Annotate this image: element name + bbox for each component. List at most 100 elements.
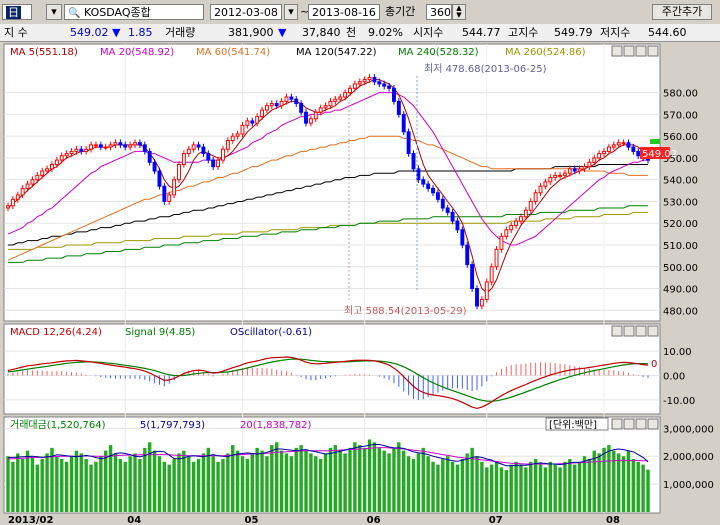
volume-bar [597,453,601,512]
candle-body [93,144,98,147]
price-panel-down-icon[interactable] [647,45,659,57]
candle-body [514,220,519,226]
period-dropdown-button[interactable]: ▾ [46,4,62,20]
candle-body [133,142,137,146]
price-panel-maximize-icon[interactable] [623,45,635,57]
annotation-high: 최저 478.68(2013-06-25) [424,63,547,75]
candle-body [435,192,440,200]
volume-bar [45,453,49,512]
volume-bar [636,461,640,512]
candle-body [240,124,245,135]
candle-body [606,146,611,152]
price-panel [3,43,661,322]
volume-bar [358,445,362,512]
volume-bar [260,450,264,512]
candle-body [499,235,504,250]
volume-bar [143,447,147,512]
volume-bar [328,447,333,512]
volume-bar [250,453,254,512]
volume-bar [123,461,127,512]
volume-bar [113,453,118,512]
legend-volume-ma5: 5(1,797,793) [140,420,205,431]
volume-bar [55,456,59,512]
volume-bar [445,456,450,512]
legend-oscillator: OScillator(-0.61) [230,327,312,338]
low-value: 544.60 [648,26,687,39]
candle-body [25,183,30,189]
change-value: 1.85 [128,26,153,39]
candle-body [98,144,103,148]
volume-bar [196,459,201,512]
candle-body [255,116,260,124]
volume-bar [441,459,445,512]
quote-row: 지 수 549.02 ▼ 1.85 거래량 381,900 ▼ 37,840 천… [0,24,720,42]
volume-bar [587,459,592,512]
candle-body [167,194,172,202]
volume-bar [470,447,474,512]
candle-body [74,148,79,152]
candle-body [465,244,470,266]
price-panel-up-icon[interactable] [635,45,647,57]
volume-tick-label: 2,000,000 [663,452,714,463]
volume-panel-up-icon[interactable] [635,418,647,430]
candle-body [538,185,543,194]
candle-body [128,144,133,148]
volume-bar [514,461,518,512]
candle-body [89,144,94,150]
volume-bar [538,464,543,512]
volume-legend: 거래대금(1,520,764) 5(1,797,793) 20(1,838,78… [10,419,312,431]
end-date-field[interactable]: 2013-08-16 [308,4,380,20]
candle-body [289,96,294,100]
change-down-icon: ▼ [112,26,121,39]
price-ma240-line [8,205,648,263]
volume-panel-down-icon[interactable] [647,418,659,430]
volume-bar [279,450,284,512]
start-date-field[interactable]: 2012-03-08 [210,4,282,20]
candle-body [616,142,621,146]
candle-body [186,148,191,155]
period-selector[interactable]: 日 [2,4,32,20]
candle-body [484,281,489,300]
count-field[interactable]: 360 [426,4,452,20]
macd-panel-down-icon[interactable] [647,325,659,337]
macd-panel-up-icon[interactable] [635,325,647,337]
last-price-tag [640,147,670,159]
start-date-dropdown[interactable]: ▾ [284,4,298,20]
candle-body [328,100,333,107]
volume-panel-close-icon[interactable] [611,418,623,430]
volume-bar [602,447,606,512]
symbol-search-input[interactable]: 🔍 KOSDAQ종합 [64,4,204,20]
candle-body [460,229,465,246]
count-stepper[interactable]: ▲ ▼ [452,4,466,20]
price-panel-close-icon[interactable] [611,45,623,57]
candle-body [177,163,181,181]
candle-body [455,220,460,231]
volume-bar [157,456,162,512]
volume-bar [411,459,416,512]
candle-body [250,120,255,124]
volume-bar [621,456,626,512]
volume-bar [382,450,386,512]
volume-bar [255,447,259,512]
legend-ma20: MA 20(548.92) [100,47,174,58]
candle-body [621,142,626,145]
volume-panel-maximize-icon[interactable] [623,418,635,430]
candle-body [59,155,64,161]
candle-body [221,148,225,161]
macd-panel-maximize-icon[interactable] [623,325,635,337]
macd-panel-close-icon[interactable] [611,325,623,337]
volume-bar [387,453,391,512]
candle-body [636,150,641,157]
candle-body [406,131,411,155]
candle-body [470,264,475,290]
stock-chart[interactable]: 580.00 570.00 560.00 550.00 540.00 530.00 520.… [0,42,720,525]
candle-body [35,174,40,181]
candle-body [15,194,20,200]
candle-body [260,109,265,118]
weekly-add-button[interactable]: 주간추가 [652,4,712,20]
high-label: 고지수 [508,26,539,39]
volume-bar [25,450,30,512]
volume-bar [118,459,123,512]
volume-bar [548,461,552,512]
candle-body [108,144,113,148]
